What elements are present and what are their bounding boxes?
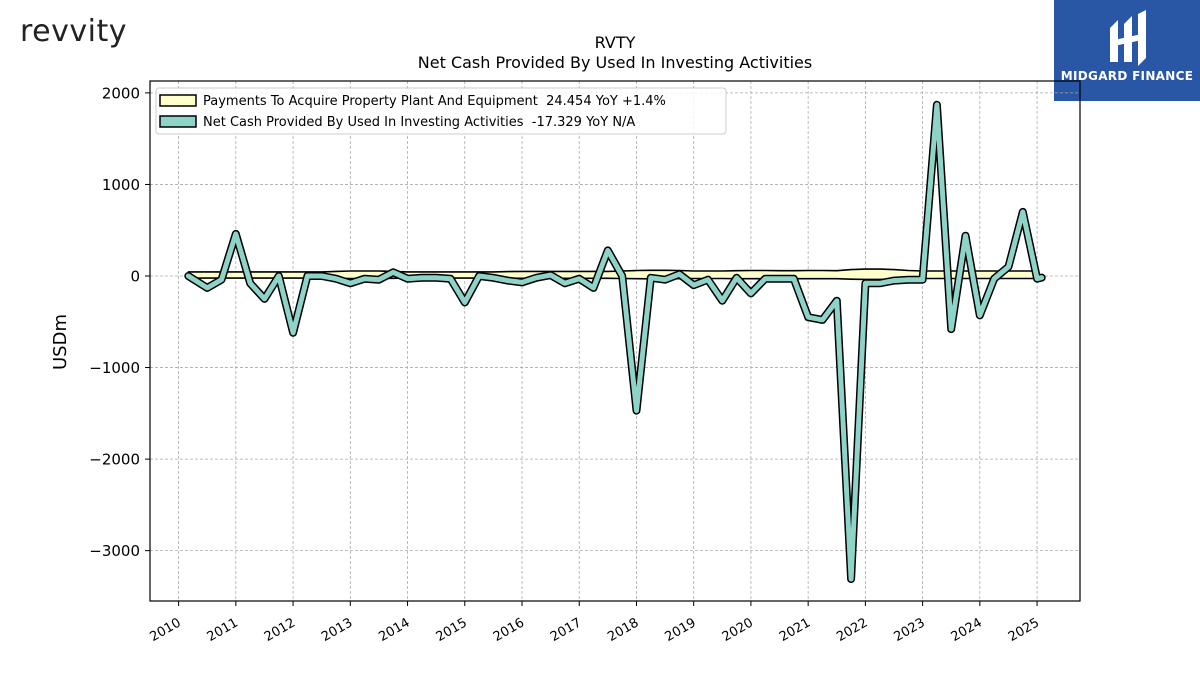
x-tick-label: 2011 xyxy=(205,615,241,645)
x-tick-label: 2023 xyxy=(891,615,927,645)
y-tick-label: −1000 xyxy=(89,359,140,377)
legend-box xyxy=(155,87,727,135)
y-axis-label: USDm xyxy=(50,314,71,370)
legend-label-investing: Net Cash Provided By Used In Investing A… xyxy=(203,115,635,130)
x-tick-label: 2017 xyxy=(548,615,584,645)
plot-series xyxy=(184,100,1046,583)
x-tick-label: 2025 xyxy=(1006,615,1042,645)
x-tick-label: 2020 xyxy=(720,615,756,645)
x-tick-label: 2015 xyxy=(434,615,470,645)
legend-label-ppe: Payments To Acquire Property Plant And E… xyxy=(203,94,666,109)
x-tick-label: 2018 xyxy=(605,615,641,645)
company-logo: revvity xyxy=(20,14,127,49)
y-tick-label: −3000 xyxy=(89,542,140,560)
legend-swatch-ppe xyxy=(159,94,197,107)
x-tick-label: 2024 xyxy=(949,615,985,645)
legend-swatch-investing xyxy=(159,115,197,128)
brand-logo: MIDGARD FINANCE xyxy=(1054,0,1200,101)
series-investing-outline xyxy=(184,100,1046,583)
chart-title: RVTY xyxy=(595,33,636,52)
x-tick-label: 2019 xyxy=(663,615,699,645)
x-tick-label: 2013 xyxy=(319,615,355,645)
series-investing-line xyxy=(185,102,1045,582)
brand-mark-icon xyxy=(1110,10,1146,66)
y-tick-label: −2000 xyxy=(89,451,140,469)
chart-subtitle: Net Cash Provided By Used In Investing A… xyxy=(418,53,812,72)
y-axis: 2000 1000 0 −1000 −2000 −3000 xyxy=(89,84,150,560)
x-tick-label: 2021 xyxy=(777,615,813,645)
x-tick-label: 2014 xyxy=(376,615,412,645)
x-tick-label: 2012 xyxy=(262,615,298,645)
y-tick-label: 0 xyxy=(130,268,140,286)
y-tick-label: 2000 xyxy=(102,84,140,102)
x-tick-label: 2016 xyxy=(491,615,527,645)
legend: Payments To Acquire Property Plant And E… xyxy=(155,87,727,135)
x-tick-label: 2010 xyxy=(147,615,183,645)
x-tick-label: 2022 xyxy=(834,615,870,645)
brand-name: MIDGARD FINANCE xyxy=(1060,69,1194,83)
y-tick-label: 1000 xyxy=(102,176,140,194)
x-axis: 2010 2011 2012 2013 2014 2015 2016 2017 2018 2019… xyxy=(147,601,1042,645)
plot-frame xyxy=(149,80,1081,602)
